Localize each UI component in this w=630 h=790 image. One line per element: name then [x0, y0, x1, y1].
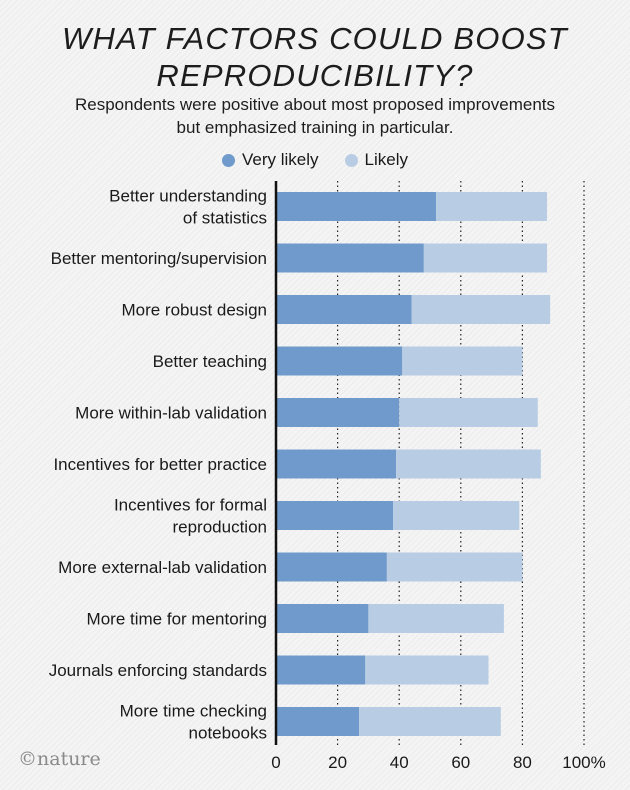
category-label: More external-lab validation [58, 558, 267, 577]
bar-likely [396, 449, 541, 479]
x-tick-label: 40 [390, 753, 409, 772]
bar-likely [423, 243, 548, 273]
legend-label-likely: Likely [364, 150, 408, 169]
bar-very-likely [276, 449, 397, 479]
legend-swatch-very-likely [222, 153, 235, 167]
bar-very-likely [276, 552, 387, 582]
legend-item-likely: Likely [344, 150, 408, 170]
bar-likely [411, 295, 551, 324]
x-tick-label: 0 [271, 753, 280, 772]
x-tick-label: 100% [562, 753, 605, 772]
nature-logo: ©nature [18, 748, 101, 770]
legend-label-very-likely: Very likely [242, 150, 319, 169]
bar-very-likely [276, 346, 403, 376]
bar-likely [365, 655, 489, 685]
bar-very-likely [276, 243, 424, 273]
legend-item-very-likely: Very likely [222, 150, 319, 170]
bar-likely [368, 604, 504, 633]
x-tick-label: 60 [451, 753, 470, 772]
bar-very-likely [276, 398, 400, 427]
category-label: Incentives for better practice [53, 455, 267, 474]
bar-likely [436, 192, 548, 221]
x-tick-label: 20 [328, 753, 347, 772]
bar-likely [359, 707, 501, 736]
chart-subtitle: Respondents were positive about most pro… [74, 95, 556, 137]
bar-very-likely [276, 604, 369, 633]
bar-likely [399, 398, 538, 427]
category-label: Incentives for formal reproduction [114, 496, 267, 537]
category-label: More time checking notebooks [120, 702, 267, 743]
chart-title: WHAT FACTORS COULD BOOST REPRODUCIBILITY? [62, 21, 568, 93]
category-label: Better mentoring/supervision [51, 249, 267, 268]
bar-very-likely [276, 295, 412, 324]
bar-very-likely [276, 655, 366, 685]
category-label: Journals enforcing standards [49, 661, 267, 680]
legend: Very likely Likely [0, 150, 630, 170]
bar-very-likely [276, 192, 437, 221]
category-label: Better understanding of statistics [109, 187, 267, 228]
category-label: Better teaching [153, 352, 267, 371]
x-tick-label: 80 [513, 753, 532, 772]
legend-swatch-likely [344, 153, 358, 167]
bar-very-likely [276, 707, 360, 736]
category-label: More time for mentoring [87, 610, 267, 629]
category-label: More within-lab validation [75, 404, 267, 423]
bar-likely [393, 501, 520, 530]
bar-likely [386, 552, 523, 582]
bar-very-likely [276, 501, 394, 530]
bar-likely [402, 346, 523, 376]
category-label: More robust design [121, 301, 267, 320]
